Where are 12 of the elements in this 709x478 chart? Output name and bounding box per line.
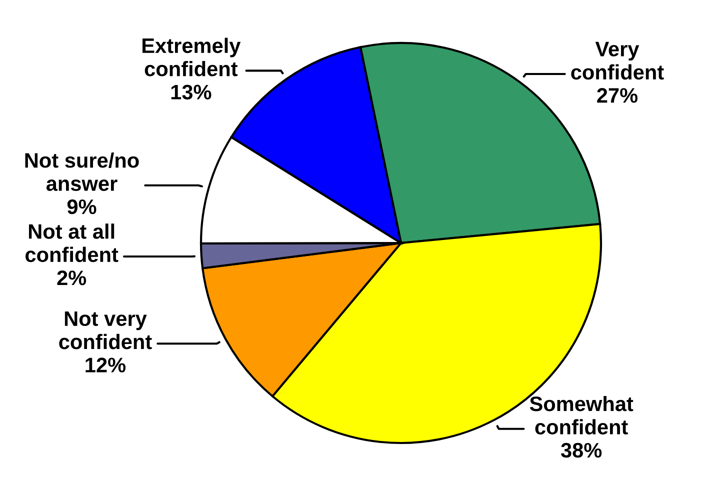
slice-label: Very confident — [571, 42, 664, 80]
data-label: 2% — [57, 270, 86, 286]
slice-label: Not sure/no answer — [25, 152, 139, 191]
slice-label: Somewhat confident — [530, 396, 634, 434]
data-label: 38% — [560, 442, 602, 458]
data-label: 12% — [86, 358, 126, 372]
data-label: 9% — [67, 199, 96, 214]
slice-label: Not at all confident — [26, 224, 118, 262]
data-label: 13% — [171, 84, 212, 100]
slice-label: Not very confident — [59, 311, 152, 350]
data-label: 27% — [597, 88, 638, 103]
slice-label: Extremely confident — [142, 38, 241, 76]
